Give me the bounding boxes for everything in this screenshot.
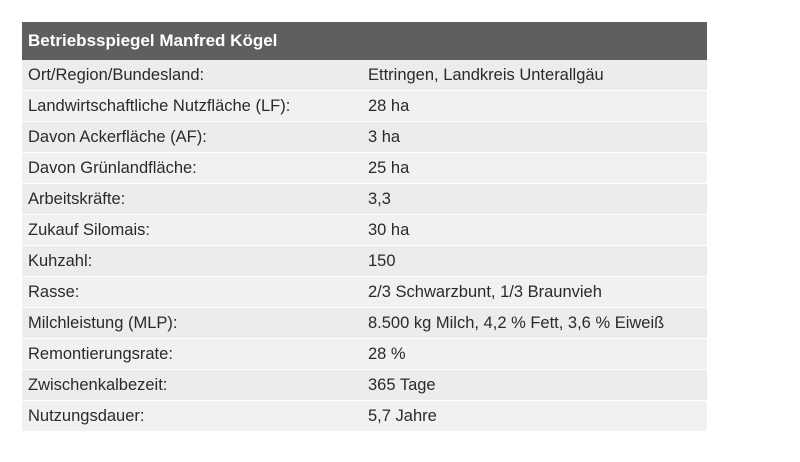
table-body: Ort/Region/Bundesland: Ettringen, Landkr… [22,60,707,432]
table-row: Milchleistung (MLP): 8.500 kg Milch, 4,2… [22,308,707,339]
row-label: Zukauf Silomais: [28,220,150,239]
row-label: Milchleistung (MLP): [28,313,178,332]
table-row: Zwischenkalbezeit: 365 Tage [22,370,707,401]
table-row: Rasse: 2/3 Schwarzbunt, 1/3 Braunvieh [22,277,707,308]
table-row: Remontierungsrate: 28 % [22,339,707,370]
row-value: 3 ha [368,127,401,146]
row-value: 5,7 Jahre [368,406,437,425]
table-row: Nutzungsdauer: 5,7 Jahre [22,401,707,432]
row-label: Ort/Region/Bundesland: [28,65,205,84]
farm-profile-table: Betriebsspiegel Manfred Kögel Ort/Region… [22,22,707,432]
table-row: Ort/Region/Bundesland: Ettringen, Landkr… [22,60,707,91]
row-value: 28 ha [368,96,410,115]
table-title: Betriebsspiegel Manfred Kögel [22,22,707,60]
row-value: Ettringen, Landkreis Unterallgäu [368,65,604,84]
row-value: 8.500 kg Milch, 4,2 % Fett, 3,6 % Eiweiß [368,313,665,332]
table-row: Davon Grünlandfläche: 25 ha [22,153,707,184]
row-value: 28 % [368,344,406,363]
table-row: Kuhzahl: 150 [22,246,707,277]
row-label: Davon Grünlandfläche: [28,158,197,177]
row-value: 30 ha [368,220,410,239]
row-value: 2/3 Schwarzbunt, 1/3 Braunvieh [368,282,602,301]
row-value: 25 ha [368,158,410,177]
row-value: 3,3 [368,189,391,208]
table-row: Arbeitskräfte: 3,3 [22,184,707,215]
row-value: 365 Tage [368,375,436,394]
row-label: Remontierungsrate: [28,344,173,363]
row-label: Landwirtschaftliche Nutzfläche (LF): [28,96,291,115]
row-value: 150 [368,251,396,270]
row-label: Zwischenkalbezeit: [28,375,168,394]
row-label: Davon Ackerfläche (AF): [28,127,207,146]
table-row: Davon Ackerfläche (AF): 3 ha [22,122,707,153]
row-label: Rasse: [28,282,80,301]
row-label: Kuhzahl: [28,251,93,270]
row-label: Nutzungsdauer: [28,406,145,425]
table-row: Zukauf Silomais: 30 ha [22,215,707,246]
table-row: Landwirtschaftliche Nutzfläche (LF): 28 … [22,91,707,122]
row-label: Arbeitskräfte: [28,189,126,208]
